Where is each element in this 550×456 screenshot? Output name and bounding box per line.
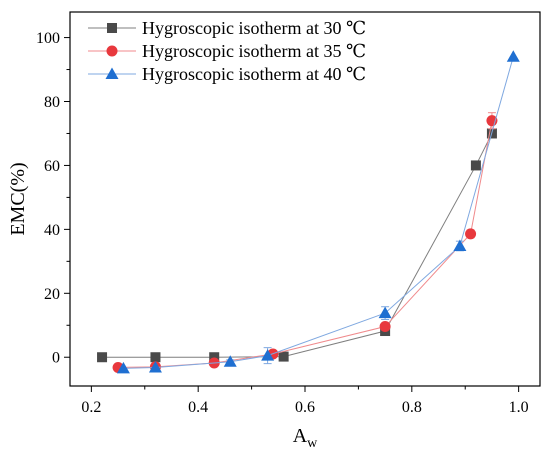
data-point	[278, 351, 289, 362]
y-tick-label: 80	[44, 94, 60, 111]
legend-marker	[107, 23, 117, 33]
x-axis-ticks: 0.2 0.4 0.6 0.8 1.0	[81, 386, 529, 416]
y-axis-title: EMC(%)	[7, 162, 29, 235]
data-point	[453, 239, 467, 251]
series-circle	[112, 112, 498, 373]
data-point	[379, 321, 391, 333]
x-tick-label: 0.2	[81, 399, 101, 416]
legend: Hygroscopic isotherm at 30 ℃ Hygroscopic …	[88, 18, 366, 84]
y-tick-label: 40	[44, 222, 60, 239]
x-tick-label: 1.0	[509, 399, 529, 416]
data-point	[261, 349, 275, 361]
data-point	[378, 306, 392, 319]
series-square	[97, 128, 497, 363]
series-line	[123, 56, 514, 369]
data-point	[148, 360, 162, 373]
data-point	[470, 160, 481, 171]
legend-marker	[106, 45, 118, 57]
series-line	[118, 120, 493, 368]
data-point	[506, 50, 520, 62]
data-point	[150, 352, 161, 363]
data-point	[465, 228, 477, 240]
data-point	[116, 361, 130, 374]
x-axis-title: Aw	[293, 425, 318, 451]
x-tick-label: 0.6	[295, 399, 315, 416]
series-layer	[97, 50, 520, 374]
y-tick-label: 20	[44, 286, 60, 303]
y-tick-label: 60	[44, 158, 60, 175]
legend-marker	[105, 67, 119, 79]
legend-label: Hygroscopic isotherm at 40 ℃	[142, 64, 366, 84]
legend-label: Hygroscopic isotherm at 35 ℃	[142, 41, 366, 61]
y-tick-label: 0	[52, 350, 60, 367]
data-point	[97, 352, 108, 363]
data-point	[223, 355, 237, 367]
data-point	[486, 115, 498, 127]
data-point	[209, 352, 220, 363]
y-tick-label: 100	[36, 30, 60, 47]
series-line	[102, 133, 493, 358]
series-triangle	[116, 50, 520, 374]
y-axis-ticks: 0 20 40 60 80 100	[36, 30, 70, 367]
legend-label: Hygroscopic isotherm at 30 ℃	[142, 18, 366, 38]
x-tick-label: 0.8	[402, 399, 422, 416]
x-axis-title-subscript: w	[307, 436, 318, 451]
x-tick-label: 0.4	[188, 399, 208, 416]
